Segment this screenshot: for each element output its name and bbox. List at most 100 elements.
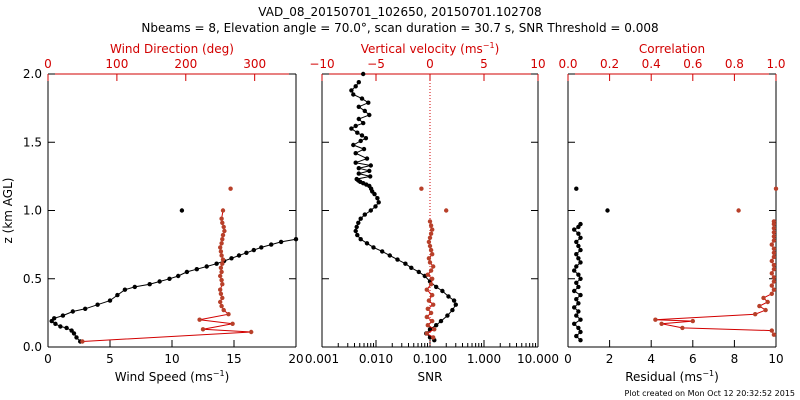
x-bottom-axis-label: Wind Speed (ms−1) — [115, 369, 230, 384]
data-point — [424, 287, 429, 292]
data-point — [680, 325, 685, 331]
data-point — [427, 260, 433, 265]
data-point — [574, 186, 579, 191]
data-point — [576, 243, 581, 249]
data-point — [80, 339, 85, 344]
data-point — [95, 302, 100, 307]
data-point — [576, 272, 581, 277]
data-point — [451, 298, 457, 303]
data-point — [450, 307, 455, 313]
data-point — [367, 168, 372, 174]
panel-left: 0.0 0.5 1.0 1.5 2.0 z (km AGL) 0 5 10 15 20 Wind Sp… — [1, 42, 304, 384]
data-point — [431, 264, 436, 269]
data-point — [430, 318, 435, 324]
data-point — [427, 243, 433, 249]
data-point — [220, 208, 226, 213]
x-top-tick-label: 0.4 — [642, 57, 661, 71]
data-point — [380, 249, 385, 254]
data-point — [358, 237, 363, 242]
data-point — [426, 239, 432, 245]
data-point — [194, 267, 199, 272]
data-point — [431, 302, 436, 307]
x-bottom-tick-label: 0 — [44, 352, 52, 366]
panel-right: 0 2 4 6 8 10 Residual (ms−1) 0.0 0.2 0.4 0.6 0.8 1.0… — [558, 42, 785, 384]
data-point — [364, 156, 370, 161]
data-point — [426, 298, 432, 303]
data-point — [771, 226, 777, 231]
data-point — [221, 224, 226, 230]
y-tick-label: 0.5 — [23, 272, 42, 286]
data-point — [771, 219, 777, 224]
data-point — [419, 186, 424, 191]
x-bottom-tick-label: 0.100 — [413, 352, 447, 366]
data-point — [690, 318, 695, 324]
data-point — [218, 265, 224, 270]
data-point — [574, 252, 579, 257]
data-point — [424, 314, 429, 320]
data-point — [353, 123, 358, 129]
data-point — [430, 292, 435, 298]
data-point — [578, 329, 583, 335]
x-top-tick-label: 0.8 — [725, 57, 744, 71]
data-point — [356, 104, 361, 110]
data-point — [249, 329, 254, 335]
data-point — [361, 146, 367, 152]
data-point — [366, 100, 371, 105]
data-point — [222, 228, 227, 234]
data-point — [362, 108, 367, 114]
data-point — [356, 116, 361, 122]
data-point — [771, 238, 777, 243]
data-point — [358, 216, 363, 221]
data-point — [220, 232, 226, 238]
data-point — [771, 287, 777, 292]
x-top-tick-label: 300 — [243, 57, 266, 71]
data-point — [354, 176, 359, 182]
data-point — [200, 327, 206, 332]
x-bottom-tick-label: 0 — [564, 352, 572, 366]
data-point — [226, 312, 231, 317]
data-point — [368, 208, 373, 213]
x-top-tick-label: −5 — [367, 57, 385, 71]
data-point — [219, 277, 224, 283]
x-top-tick-label: 0.6 — [683, 57, 702, 71]
data-point — [220, 295, 225, 301]
x-bottom-axis-label-text: Wind Speed (ms — [115, 370, 213, 384]
data-point — [132, 284, 137, 290]
data-point — [376, 200, 381, 205]
data-point — [428, 223, 434, 228]
data-point — [576, 256, 581, 261]
data-point — [771, 332, 777, 337]
data-point — [220, 257, 226, 262]
data-point — [576, 301, 581, 306]
data-point — [351, 142, 356, 148]
data-point — [578, 247, 583, 253]
data-point — [229, 256, 234, 261]
data-point — [395, 257, 400, 262]
data-point — [578, 317, 583, 322]
data-point — [430, 276, 435, 281]
x-bottom-tick-label: 6 — [689, 352, 697, 366]
data-point — [434, 323, 439, 328]
data-point — [578, 221, 583, 227]
data-point — [218, 245, 223, 250]
data-point — [358, 138, 363, 144]
data-point — [221, 307, 226, 313]
x-bottom-tick-label: 4 — [647, 352, 655, 366]
data-point — [769, 291, 774, 296]
figure-title: VAD_08_20150701_102650, 20150701.102708 — [258, 5, 541, 19]
data-point — [578, 260, 583, 265]
data-point — [572, 305, 577, 310]
y-axis-label: z (km AGL) — [1, 178, 15, 244]
data-point — [355, 130, 360, 135]
data-point — [353, 84, 358, 89]
data-point — [771, 250, 777, 255]
x-bottom-axis-label: SNR — [418, 370, 443, 384]
data-point — [440, 288, 445, 294]
x-top-tick-label: 1.0 — [766, 57, 785, 71]
data-point — [362, 212, 367, 217]
data-point — [251, 247, 256, 253]
y-tick-label: 1.0 — [23, 204, 42, 218]
data-point — [576, 309, 581, 314]
figure-subtitle: Nbeams = 8, Elevation angle = 70.0°, sca… — [141, 21, 658, 35]
